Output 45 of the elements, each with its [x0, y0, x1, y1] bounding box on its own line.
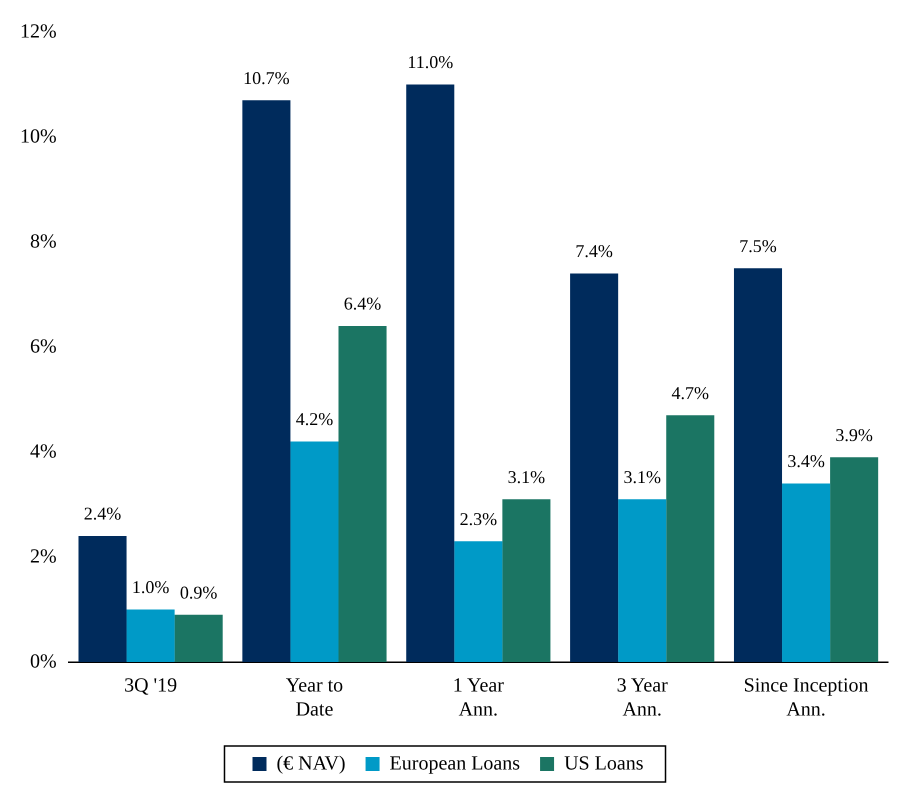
- data-label: 6.4%: [344, 294, 382, 314]
- x-tick-label: Since Inception Ann.: [744, 674, 869, 720]
- bar: [782, 484, 830, 662]
- data-label: 7.4%: [575, 241, 613, 262]
- y-tick-label: 6%: [30, 335, 57, 358]
- data-label: 11.0%: [407, 52, 454, 72]
- bar: [126, 610, 175, 662]
- data-label: 7.5%: [739, 236, 777, 256]
- bar: [830, 457, 878, 662]
- bar: [242, 100, 290, 662]
- data-label: 3.1%: [508, 466, 546, 487]
- data-label: 10.7%: [243, 68, 290, 88]
- y-tick-label: 2%: [30, 545, 57, 568]
- data-label: 3.4%: [787, 451, 825, 472]
- data-label: 1.0%: [132, 577, 170, 598]
- y-tick-label: 8%: [30, 230, 57, 252]
- bar: [618, 499, 666, 662]
- x-tick-label: 1 Year Ann.: [452, 674, 504, 720]
- x-tick-label: 3 Year Ann.: [616, 674, 668, 720]
- legend-label: (€ NAV): [276, 752, 346, 774]
- bar: [570, 274, 618, 662]
- x-tick-label: Year to Date: [286, 674, 344, 720]
- data-label: 2.3%: [460, 508, 498, 529]
- data-label: 4.7%: [672, 382, 710, 403]
- data-label: 3.1%: [623, 466, 661, 487]
- legend-label: US Loans: [564, 752, 644, 774]
- legend-label: European Loans: [390, 752, 520, 774]
- bar: [406, 84, 454, 662]
- data-label: 3.9%: [835, 424, 873, 445]
- bar: [78, 536, 127, 662]
- data-label: 4.2%: [296, 409, 334, 430]
- bar: [666, 415, 714, 662]
- data-label: 0.9%: [180, 582, 218, 602]
- y-tick-label: 10%: [20, 125, 57, 148]
- y-tick-label: 0%: [30, 650, 57, 672]
- bar: [502, 499, 550, 662]
- y-tick-label: 12%: [20, 20, 57, 42]
- bar: [338, 326, 387, 662]
- x-tick-label: 3Q '19: [124, 674, 178, 696]
- bar: [734, 268, 782, 662]
- data-label: 2.4%: [84, 504, 122, 524]
- bar: [454, 541, 502, 662]
- bar: [174, 614, 223, 662]
- bar: [290, 442, 338, 662]
- y-tick-label: 4%: [30, 440, 57, 462]
